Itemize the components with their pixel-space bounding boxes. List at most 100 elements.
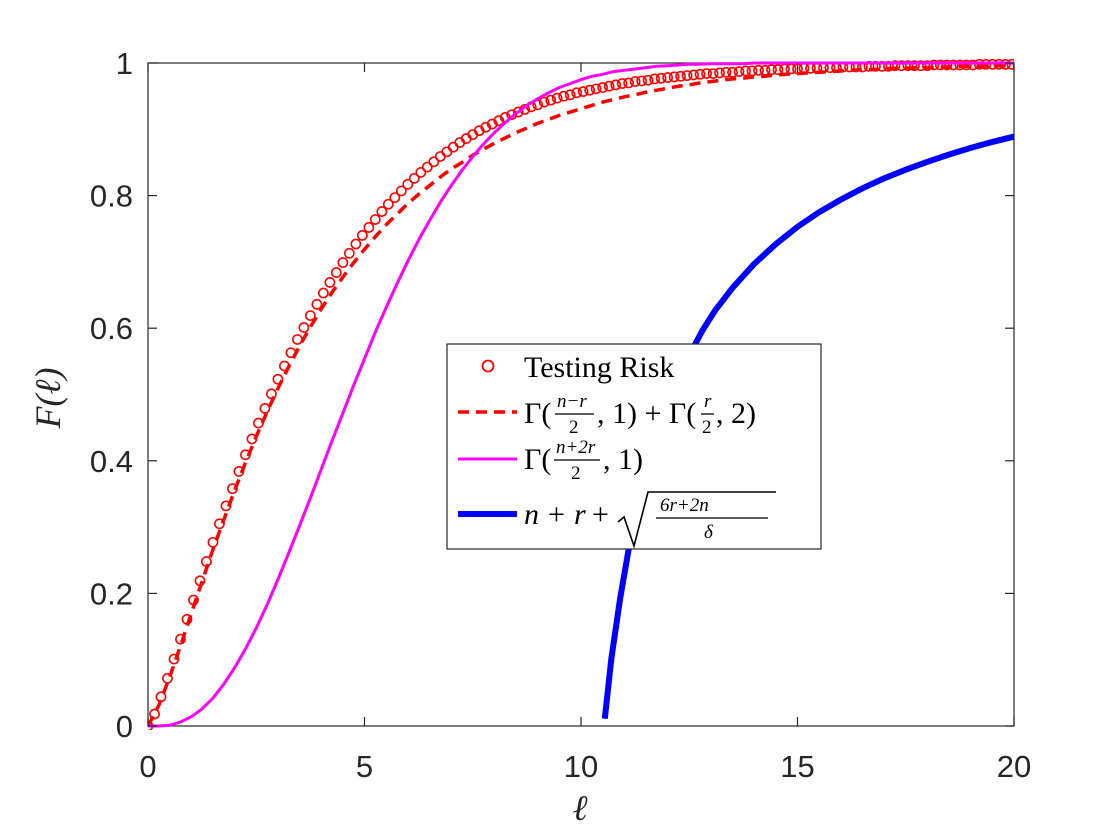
svg-text:2: 2 — [571, 463, 581, 484]
data-point — [714, 67, 725, 79]
data-point — [629, 76, 641, 87]
data-point — [486, 118, 498, 130]
data-point — [616, 78, 628, 89]
data-point — [934, 59, 946, 71]
data-point — [272, 373, 284, 385]
svg-text:, 1) + Γ(: , 1) + Γ( — [597, 397, 696, 430]
data-point — [772, 64, 784, 76]
y-tick-label: 0 — [116, 709, 133, 744]
data-point — [162, 672, 173, 684]
data-point — [655, 72, 667, 84]
data-point — [941, 59, 953, 71]
data-point — [597, 82, 609, 93]
series-line-gamma-sum — [148, 63, 1014, 727]
data-point — [902, 60, 914, 72]
data-point — [538, 96, 550, 108]
svg-text:2: 2 — [569, 417, 579, 438]
data-point — [168, 653, 180, 665]
data-point — [642, 74, 654, 86]
data-point — [727, 66, 738, 78]
data-point — [382, 198, 394, 210]
svg-text:r: r — [704, 391, 712, 412]
data-point — [623, 77, 635, 89]
series-line-gamma-n2r — [148, 61, 1014, 728]
data-point — [603, 80, 615, 92]
data-point — [590, 83, 602, 95]
data-point — [408, 172, 420, 184]
data-point — [473, 125, 485, 137]
data-point — [636, 75, 648, 87]
data-point — [551, 92, 563, 104]
svg-text:n: n — [524, 498, 539, 531]
data-point — [915, 60, 927, 72]
legend-label-gamma-n2r: Γ( n+2r 2 , 1) — [524, 437, 643, 484]
data-point — [694, 68, 706, 80]
svg-text:6r+2n: 6r+2n — [660, 495, 709, 516]
data-point — [304, 310, 316, 322]
data-point — [545, 94, 557, 106]
data-point — [564, 89, 576, 101]
data-point — [688, 69, 699, 81]
svg-text:, 1): , 1) — [603, 443, 643, 476]
data-point — [733, 66, 745, 78]
data-point — [376, 206, 388, 217]
y-tick-label: 0.4 — [90, 444, 133, 479]
data-point — [577, 86, 589, 97]
data-point — [175, 633, 186, 645]
svg-text:δ: δ — [704, 522, 714, 543]
data-point — [395, 185, 407, 197]
svg-text:n−r: n−r — [557, 391, 587, 412]
data-point — [707, 68, 719, 80]
data-point — [324, 277, 336, 288]
data-point — [610, 79, 622, 91]
data-point — [343, 247, 355, 259]
data-point — [428, 156, 440, 168]
series-gamma-n2r — [148, 61, 1014, 728]
x-tick-label: 15 — [780, 749, 814, 784]
data-point — [571, 87, 583, 99]
data-point — [298, 322, 310, 333]
data-point — [149, 708, 160, 720]
data-point — [415, 166, 427, 178]
svg-text:, 2): , 2) — [716, 397, 756, 430]
data-point — [480, 121, 492, 133]
data-point — [337, 257, 349, 268]
data-point — [909, 60, 920, 72]
data-point — [350, 238, 362, 250]
data-point — [584, 84, 596, 96]
legend: Testing Risk Testing Risk Γ( n−r 2 , 1) … — [446, 343, 822, 550]
data-point — [512, 106, 524, 118]
data-point — [389, 192, 401, 203]
data-point — [421, 161, 433, 173]
x-tick-label: 10 — [564, 749, 598, 784]
svg-text:2: 2 — [702, 417, 712, 438]
legend-swatch-testing-risk — [481, 359, 495, 373]
data-point — [311, 298, 323, 310]
data-point — [740, 65, 751, 77]
svg-text:+: + — [548, 498, 565, 531]
svg-text:+: + — [592, 498, 609, 531]
legend-label-gamma-sum: Γ( n−r 2 , 1) + Γ( r 2 , 2) — [524, 391, 756, 438]
data-point — [928, 59, 940, 71]
data-point — [681, 70, 693, 81]
y-tick-label: 1 — [116, 46, 133, 81]
data-point — [558, 90, 570, 102]
y-tick-label: 0.8 — [90, 179, 133, 214]
data-point — [720, 66, 732, 78]
x-tick-label: 20 — [997, 749, 1031, 784]
data-point — [363, 222, 375, 233]
data-point — [493, 115, 505, 127]
series-gamma-sum — [148, 63, 1014, 727]
axis-ticks: 0 5 10 15 20 0 0.2 0.4 0.6 0.8 1 — [90, 46, 1031, 784]
data-point — [662, 72, 673, 83]
svg-text:Γ(: Γ( — [524, 443, 551, 476]
legend-label-bound: n + r + 6r+2n δ — [524, 491, 776, 549]
data-point — [402, 178, 414, 190]
svg-text:n+2r: n+2r — [556, 437, 596, 458]
data-point — [701, 68, 712, 80]
data-point — [947, 59, 959, 71]
y-axis-label: F(ℓ) — [28, 368, 68, 430]
data-point — [896, 60, 907, 72]
data-point — [369, 214, 381, 225]
svg-text:r: r — [574, 498, 586, 531]
